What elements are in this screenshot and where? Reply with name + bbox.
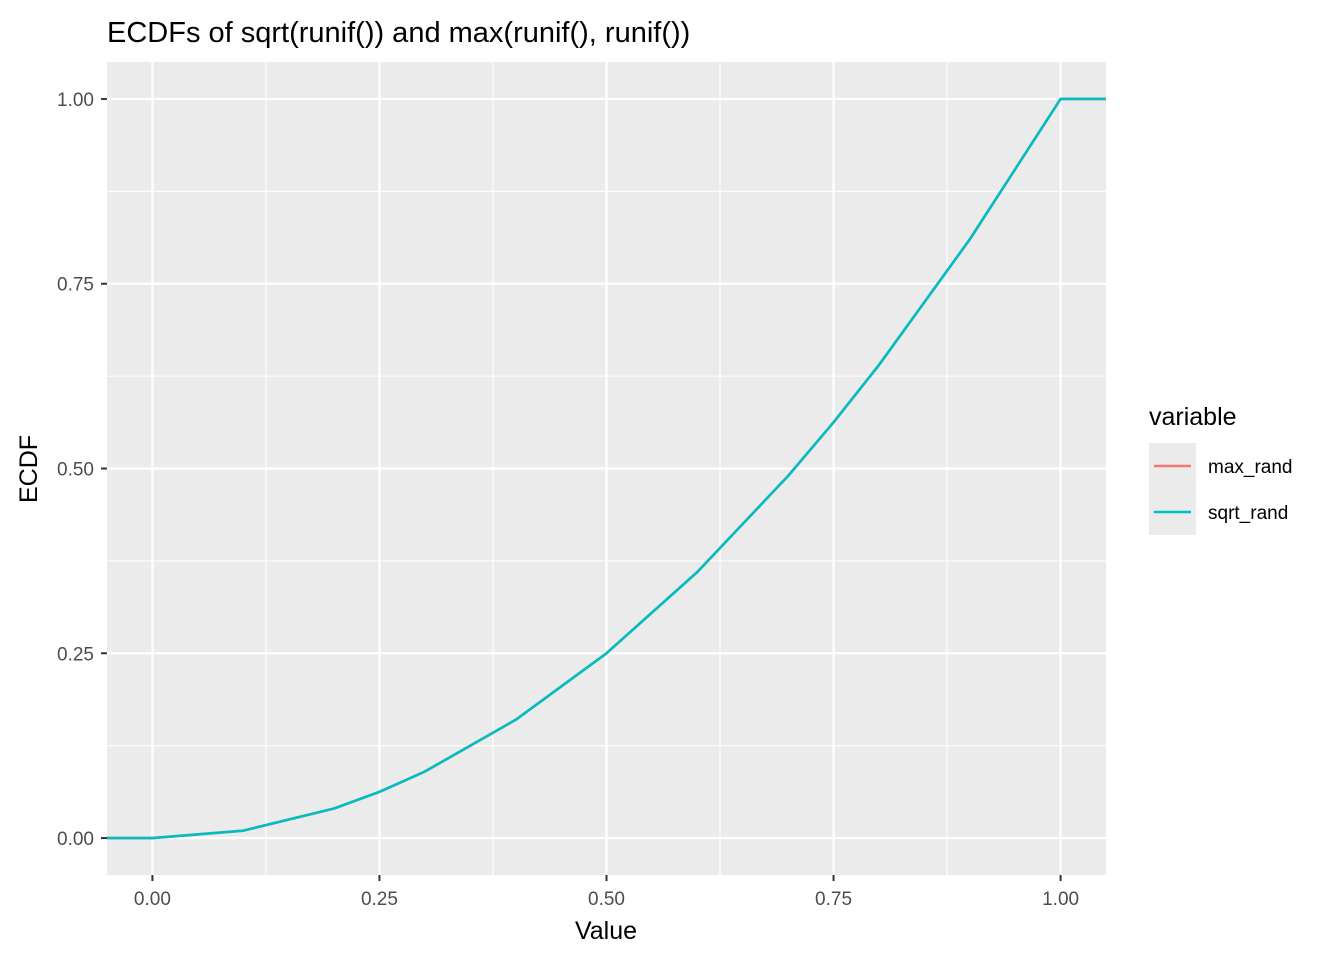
chart-title: ECDFs of sqrt(runif()) and max(runif(), … [107,17,690,49]
y-axis-ticks: 0.00 0.25 0.50 0.75 1.00 [57,90,107,850]
series-line-sqrt-rand [107,97,1106,840]
x-tick-label: 0.75 [815,889,852,910]
legend-label: max_rand [1208,457,1293,478]
x-axis-title: Value [575,917,637,945]
x-tick-label: 1.00 [1042,889,1079,910]
legend: variable max_rand sqrt_rand [1149,403,1293,535]
y-tick-label: 0.25 [57,644,94,665]
x-tick-label: 0.50 [588,889,625,910]
x-axis-ticks: 0.00 0.25 0.50 0.75 1.00 [134,875,1079,910]
x-tick-label: 0.00 [134,889,171,910]
legend-label: sqrt_rand [1208,503,1288,524]
y-tick-label: 0.75 [57,275,94,296]
x-tick-label: 0.25 [361,889,398,910]
y-tick-label: 0.00 [57,829,94,850]
y-tick-label: 0.50 [57,460,94,481]
y-axis-title: ECDF [15,435,43,503]
legend-title: variable [1149,403,1237,431]
series-lines [107,97,1106,840]
y-tick-label: 1.00 [57,90,94,111]
